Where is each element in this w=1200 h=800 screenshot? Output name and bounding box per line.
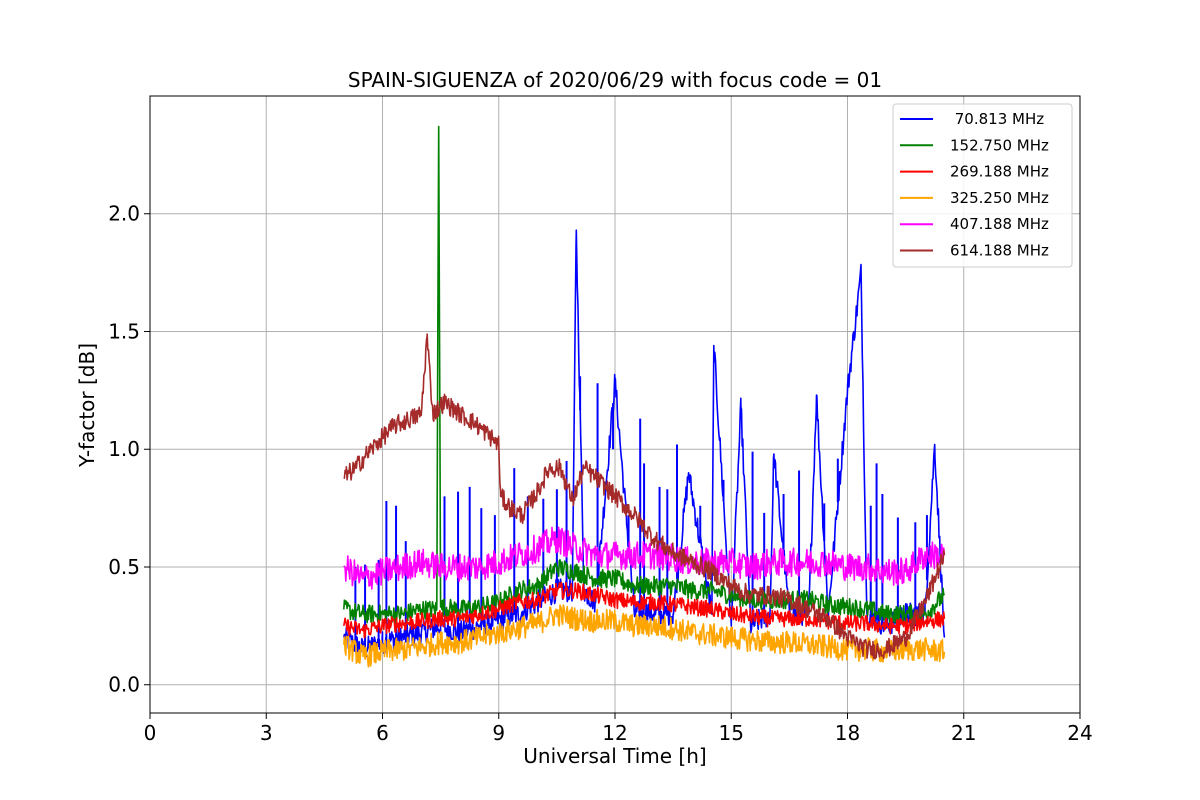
series-line [343, 526, 946, 590]
legend-item: 269.188 MHz [900, 163, 1049, 181]
series-line [343, 125, 946, 625]
legend-item: 614.188 MHz [900, 242, 1049, 260]
legend-item: 152.750 MHz [900, 136, 1049, 154]
series-6 [343, 333, 946, 660]
x-tick-label: 6 [376, 721, 389, 745]
legend-box [892, 103, 1073, 268]
y-tick-label: 0.5 [108, 555, 140, 579]
x-tick-label: 21 [951, 721, 976, 745]
legend-item: 407.188 MHz [900, 215, 1049, 233]
legend-label: 70.813 MHz [950, 110, 1044, 128]
x-tick-label: 24 [1067, 721, 1092, 745]
legend-label: 407.188 MHz [950, 215, 1049, 233]
x-tick-label: 15 [719, 721, 744, 745]
y-tick-label: 1.5 [108, 319, 140, 343]
chart-title: SPAIN-SIGUENZA of 2020/06/29 with focus … [348, 68, 882, 92]
legend-label: 152.750 MHz [950, 136, 1049, 154]
legend: 70.813 MHz 152.750 MHz 269.188 MHz 325.250 … [892, 103, 1073, 268]
legend-label: 325.250 MHz [950, 189, 1049, 207]
x-tick-label: 0 [144, 721, 157, 745]
legend-label: 614.188 MHz [950, 242, 1049, 260]
legend-item: 325.250 MHz [900, 189, 1049, 207]
x-tick-label: 3 [260, 721, 273, 745]
y-axis-ticks: 0.0 0.5 1.0 1.5 2.0 [108, 202, 150, 697]
y-tick-label: 0.0 [108, 673, 140, 697]
legend-item: 70.813 MHz [900, 110, 1044, 128]
legend-label: 269.188 MHz [950, 163, 1049, 181]
series-line [343, 333, 946, 660]
x-tick-label: 18 [835, 721, 860, 745]
x-axis-ticks: 0 3 6 9 12 15 18 21 24 [144, 713, 1093, 745]
series-line [343, 581, 946, 639]
y-tick-label: 1.0 [108, 437, 140, 461]
x-tick-label: 9 [492, 721, 505, 745]
x-axis-label: Universal Time [h] [523, 744, 706, 768]
series-group [343, 125, 946, 668]
series-2 [343, 125, 946, 625]
series-line [343, 604, 946, 668]
y-axis-label: Y-factor [dB] [75, 343, 99, 468]
y-tick-label: 2.0 [108, 202, 140, 226]
series-5 [343, 526, 946, 590]
series-3 [343, 581, 946, 639]
x-tick-label: 12 [602, 721, 627, 745]
series-4 [343, 604, 946, 668]
